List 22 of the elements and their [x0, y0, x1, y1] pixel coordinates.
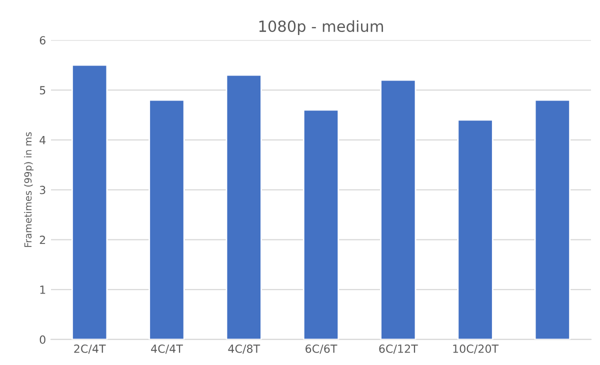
- bar: [148, 99, 185, 340]
- chart-title: 1080p - medium: [259, 20, 383, 35]
- x-tick-label: 10C/20T: [453, 344, 499, 354]
- y-tick-label: 5: [40, 86, 46, 94]
- y-tick-label: 3: [40, 186, 46, 194]
- y-tick-label: 0: [40, 335, 46, 344]
- x-tick-label: 6C/6T: [306, 344, 338, 354]
- y-tick-label: 2: [40, 236, 46, 244]
- bar: [302, 109, 340, 340]
- x-tick-label: 4C/8T: [228, 344, 260, 354]
- bar: [534, 99, 570, 340]
- bar: [457, 119, 494, 340]
- x-tick-label: 4C/4T: [151, 344, 183, 354]
- bar: [72, 64, 108, 340]
- y-tick-label: 4: [40, 136, 46, 144]
- y-tick-label: 1: [40, 286, 46, 294]
- x-tick-label: 2C/4T: [74, 344, 106, 354]
- x-tick-label: 6C/12T: [379, 344, 418, 354]
- bar: [226, 74, 262, 340]
- y-axis-title: Frametimes (99p) in ms: [24, 132, 34, 247]
- y-tick-label: 6: [40, 36, 46, 45]
- bar: [380, 79, 416, 340]
